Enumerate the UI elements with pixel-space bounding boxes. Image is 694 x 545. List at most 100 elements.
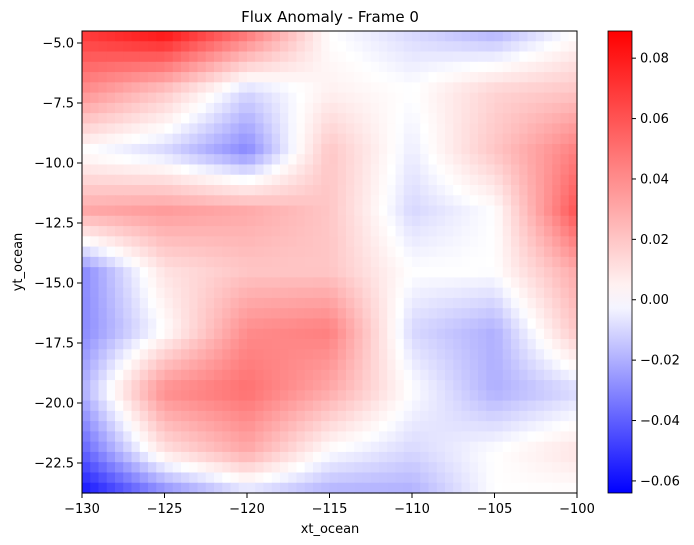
heatmap-cell (156, 441, 166, 453)
heatmap-cell (412, 451, 421, 463)
heatmap-cell (131, 472, 141, 484)
heatmap-cell (420, 308, 430, 320)
heatmap-cell (106, 410, 116, 422)
heatmap-cell (329, 195, 339, 207)
heatmap-cell (370, 164, 380, 176)
heatmap-cell (98, 431, 108, 443)
heatmap-cell (379, 174, 388, 186)
heatmap-cell (123, 174, 133, 186)
heatmap-cell (288, 61, 298, 73)
heatmap-cell (568, 31, 578, 42)
heatmap-cell (370, 143, 380, 155)
heatmap-cell (139, 31, 149, 42)
heatmap-cell (445, 482, 454, 494)
heatmap-cell (502, 359, 512, 371)
heatmap-cell (519, 205, 529, 217)
heatmap-cell (255, 277, 265, 289)
heatmap-cell (197, 318, 207, 330)
heatmap-cell (469, 451, 479, 463)
heatmap-cell (370, 195, 380, 207)
heatmap-cell (238, 410, 248, 422)
heatmap-cell (511, 297, 520, 309)
heatmap-cell (205, 92, 215, 104)
heatmap-cell (222, 472, 232, 484)
heatmap-cell (560, 164, 570, 176)
heatmap-cell (238, 462, 248, 474)
heatmap-cell (346, 359, 355, 371)
heatmap-cell (139, 195, 149, 207)
heatmap-cell (494, 441, 504, 453)
heatmap-cell (362, 41, 372, 53)
heatmap-cell (445, 51, 454, 63)
heatmap-cell (280, 441, 289, 453)
heatmap-cell (82, 421, 91, 432)
heatmap-cell (280, 390, 289, 402)
heatmap-cell (469, 205, 479, 217)
heatmap-cell (214, 174, 223, 186)
heatmap-cell (362, 297, 372, 309)
heatmap-cell (370, 72, 380, 83)
heatmap-cell (568, 123, 578, 135)
heatmap-cell (148, 41, 157, 53)
heatmap-cell (123, 349, 133, 361)
heatmap-cell (420, 462, 430, 474)
heatmap-cell (568, 349, 578, 361)
heatmap-cell (519, 123, 529, 135)
heatmap-cell (337, 82, 347, 94)
heatmap-cell (238, 185, 248, 196)
heatmap-cell (469, 339, 479, 350)
heatmap-cell (535, 133, 545, 145)
heatmap-cell (337, 369, 347, 381)
heatmap-cell (428, 267, 438, 278)
heatmap-cell (568, 51, 578, 63)
heatmap-cell (214, 410, 223, 422)
heatmap-cell (280, 185, 289, 196)
heatmap-cell (321, 256, 331, 268)
heatmap-cell (131, 236, 141, 248)
heatmap-cell (329, 31, 339, 42)
heatmap-cell (263, 318, 273, 330)
heatmap-cell (379, 339, 388, 350)
heatmap-cell (403, 267, 413, 278)
heatmap-cell (420, 380, 430, 391)
heatmap-cell (321, 31, 331, 42)
heatmap-cell (82, 174, 91, 186)
heatmap-cell (552, 236, 562, 248)
heatmap-cell (403, 102, 413, 114)
heatmap-cell (255, 462, 265, 474)
heatmap-cell (486, 287, 496, 299)
heatmap-cell (412, 113, 421, 124)
heatmap-cell (288, 174, 298, 186)
heatmap-cell (280, 51, 289, 63)
heatmap-cell (519, 143, 529, 155)
heatmap-cell (387, 451, 397, 463)
heatmap-cell (263, 441, 273, 453)
heatmap-cell (469, 297, 479, 309)
heatmap-cell (329, 154, 339, 166)
colorbar-tick-label: −0.06 (640, 474, 680, 489)
heatmap-cell (181, 400, 190, 412)
heatmap-cell (222, 102, 232, 114)
heatmap-cell (271, 154, 281, 166)
heatmap-cell (271, 72, 281, 83)
heatmap-cell (420, 410, 430, 422)
heatmap-cell (486, 421, 496, 432)
heatmap-cell (271, 328, 281, 340)
heatmap-cell (230, 31, 240, 42)
heatmap-cell (544, 359, 553, 371)
heatmap-cell (337, 61, 347, 73)
heatmap-cell (544, 277, 553, 289)
heatmap-cell (395, 82, 405, 94)
heatmap-cell (354, 246, 364, 258)
heatmap-cell (329, 185, 339, 196)
heatmap-cell (139, 369, 149, 381)
heatmap-cell (271, 143, 281, 155)
heatmap-cell (436, 31, 446, 42)
heatmap-cell (519, 421, 529, 432)
heatmap-cell (131, 410, 141, 422)
heatmap-cell (560, 215, 570, 227)
heatmap-cell (156, 174, 166, 186)
heatmap-cell (519, 451, 529, 463)
heatmap-cell (106, 380, 116, 391)
heatmap-cell (214, 390, 223, 402)
